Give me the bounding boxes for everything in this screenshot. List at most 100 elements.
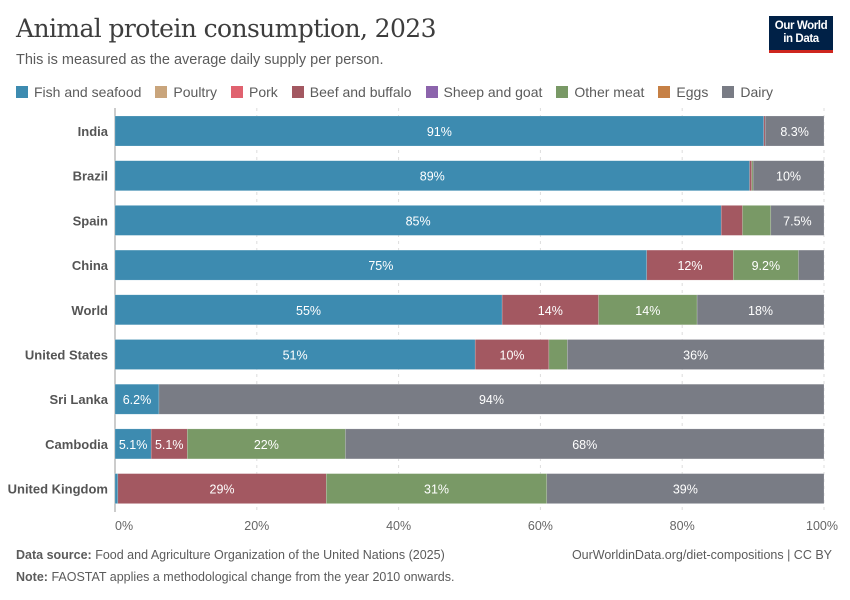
bar-segment-united-kingdom-fish-and-seafood <box>114 473 119 504</box>
data-label: 89% <box>420 170 445 184</box>
legend-swatch <box>16 86 28 98</box>
data-source-text[interactable]: Food and Agriculture Organization of the… <box>95 548 445 562</box>
category-label-united-kingdom: United Kingdom <box>8 482 108 497</box>
bar-segment-china-beef-and-buffalo <box>646 249 734 281</box>
data-label: 18% <box>748 304 773 318</box>
data-label: 10% <box>500 349 525 363</box>
logo-line-1: Our World <box>774 20 828 32</box>
note-label: Note: <box>16 570 48 584</box>
data-label: 91% <box>427 125 452 139</box>
legend-swatch <box>556 86 569 98</box>
category-label-india: India <box>78 124 109 139</box>
legend-swatch <box>230 86 243 98</box>
data-label: 51% <box>283 349 308 363</box>
note-text: FAOSTAT applies a methodological change … <box>51 570 455 584</box>
chart-legend: Fish and seafood Poultry Pork Beef and buff… <box>16 84 787 100</box>
legend-label: Beef and buffalo <box>309 84 412 100</box>
chart-subtitle: This is measured as the average daily su… <box>16 52 384 68</box>
bar-segment-cambodia-fish-and-seafood <box>114 428 152 460</box>
bar-segment-brazil-dairy <box>752 160 825 191</box>
category-label-china: China <box>72 258 109 273</box>
bar-segment-world-fish-and-seafood <box>114 294 503 326</box>
bar-segment-united-states-fish-and-seafood <box>114 339 476 370</box>
legend-item-sheep-and-goat[interactable]: Sheep and goat <box>425 84 543 100</box>
bar-segment-china-dairy <box>798 249 825 281</box>
bar-segment-world-dairy <box>696 294 825 326</box>
bar-segment-india-fish-and-seafood <box>114 115 764 147</box>
data-source: Data source: Food and Agriculture Organi… <box>16 548 445 562</box>
data-label: 55% <box>296 304 321 318</box>
bar-segment-united-states-beef-and-buffalo <box>474 339 550 370</box>
bar-segment-spain-beef-and-buffalo <box>720 205 743 236</box>
data-label: 12% <box>677 259 702 273</box>
data-label: 7.5% <box>783 214 812 228</box>
legend-item-poultry[interactable]: Poultry <box>155 84 217 100</box>
x-tick-label: 60% <box>528 519 553 533</box>
legend-item-pork[interactable]: Pork <box>230 84 278 100</box>
data-label: 10% <box>776 170 801 184</box>
bar-segment-cambodia-dairy <box>345 428 825 460</box>
chart-note: Note: FAOSTAT applies a methodological c… <box>16 570 454 584</box>
data-label: 68% <box>572 438 597 452</box>
data-label: 75% <box>368 259 393 273</box>
legend-item-fish-and-seafood[interactable]: Fish and seafood <box>16 84 141 100</box>
bar-segment-spain-fish-and-seafood <box>114 205 722 236</box>
bar-segment-cambodia-beef-and-buffalo <box>150 428 188 460</box>
data-label: 22% <box>254 438 279 452</box>
category-label-united-states: United States <box>25 348 108 363</box>
legend-item-eggs[interactable]: Eggs <box>658 84 708 100</box>
x-tick-label: 0% <box>115 519 133 533</box>
data-label: 31% <box>424 483 449 497</box>
category-label-cambodia: Cambodia <box>45 437 109 452</box>
legend-swatch <box>291 86 304 98</box>
bar-segment-sri-lanka-dairy <box>158 383 825 415</box>
bar-segment-china-other-meat <box>732 249 799 281</box>
x-tick-label: 40% <box>386 519 411 533</box>
bar-segment-world-beef-and-buffalo <box>501 294 599 326</box>
legend-item-other-meat[interactable]: Other meat <box>556 84 644 100</box>
x-tick-label: 80% <box>670 519 695 533</box>
bar-segment-brazil-fish-and-seafood <box>114 160 750 191</box>
category-label-spain: Spain <box>73 213 108 228</box>
bar-segment-china-fish-and-seafood <box>114 249 647 281</box>
legend-item-dairy[interactable]: Dairy <box>722 84 773 100</box>
bar-segment-spain-dairy <box>770 205 825 236</box>
data-label: 39% <box>673 483 698 497</box>
bar-segment-cambodia-other-meat <box>187 428 346 460</box>
bar-segment-sri-lanka-fish-and-seafood <box>114 383 160 415</box>
bar-segment-united-states-dairy <box>567 339 825 370</box>
data-source-label: Data source: <box>16 548 92 562</box>
bar-segment-united-kingdom-dairy <box>546 473 825 504</box>
category-label-world: World <box>71 303 108 318</box>
data-label: 85% <box>406 214 431 228</box>
chart-title: Animal protein consumption, 2023 <box>16 14 437 43</box>
category-label-sri-lanka: Sri Lanka <box>49 392 108 407</box>
legend-swatch <box>658 86 671 98</box>
bar-segment-world-other-meat <box>598 294 698 326</box>
bar-segment-spain-other-meat <box>742 205 772 236</box>
data-label: 6.2% <box>123 393 152 407</box>
data-label: 5.1% <box>119 438 148 452</box>
data-label: 14% <box>635 304 660 318</box>
data-label: 14% <box>538 304 563 318</box>
legend-label: Eggs <box>676 84 709 100</box>
bar-segment-brazil-beef-and-buffalo <box>749 160 752 191</box>
owid-logo[interactable]: Our World in Data <box>769 16 833 53</box>
data-label: 29% <box>210 483 235 497</box>
bar-segment-united-kingdom-beef-and-buffalo <box>117 473 327 504</box>
legend-label: Poultry <box>173 84 217 100</box>
data-label: 9.2% <box>752 259 781 273</box>
legend-item-beef-and-buffalo[interactable]: Beef and buffalo <box>291 84 412 100</box>
bar-segment-india-dairy <box>764 115 825 147</box>
data-label: 8.3% <box>780 125 809 139</box>
legend-swatch <box>155 86 168 98</box>
legend-swatch <box>425 86 438 98</box>
legend-swatch <box>722 86 735 98</box>
x-tick-label: 100% <box>806 519 838 533</box>
legend-label: Fish and seafood <box>34 84 142 100</box>
source-url[interactable]: OurWorldinData.org/diet-compositions | C… <box>571 548 832 562</box>
legend-label: Pork <box>248 84 278 100</box>
data-label: 36% <box>683 349 708 363</box>
legend-label: Sheep and goat <box>443 84 543 100</box>
